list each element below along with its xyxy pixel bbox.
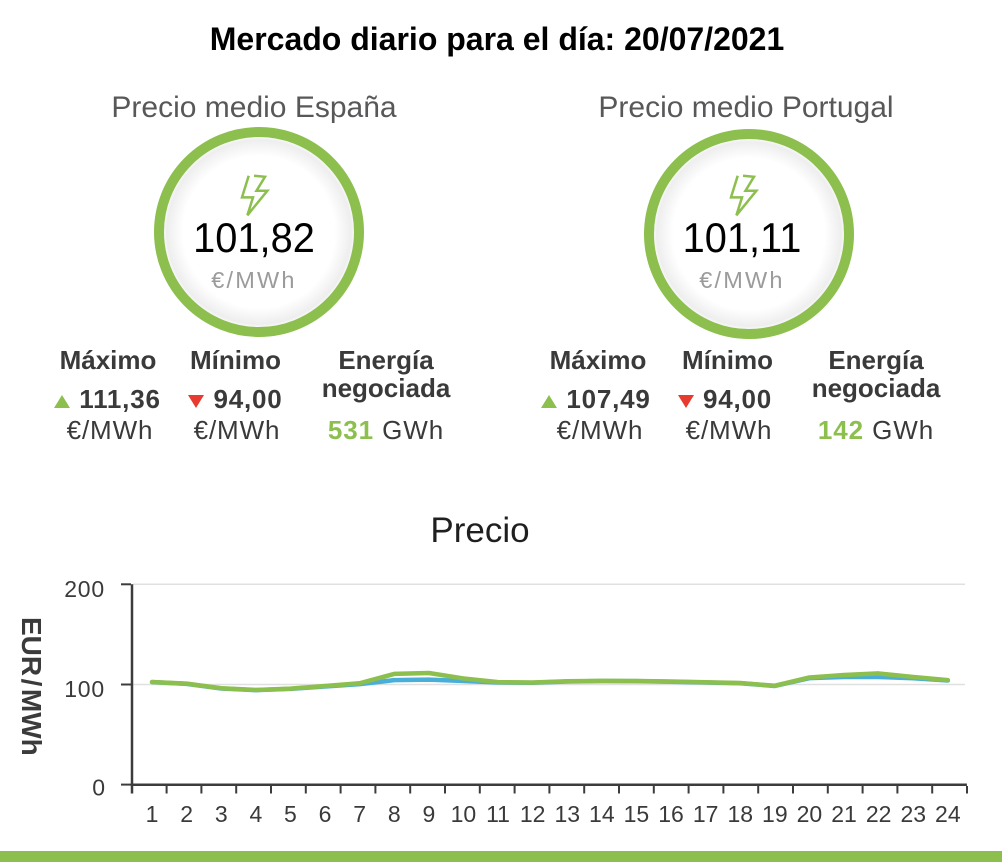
svg-text:2: 2 [180, 801, 193, 827]
svg-text:18: 18 [727, 801, 753, 827]
svg-text:10: 10 [451, 801, 477, 827]
svg-text:5: 5 [284, 801, 297, 827]
svg-text:12: 12 [520, 801, 546, 827]
svg-text:17: 17 [693, 801, 719, 827]
svg-text:14: 14 [589, 801, 615, 827]
svg-text:24: 24 [935, 801, 961, 827]
svg-text:100: 100 [64, 676, 105, 702]
svg-text:4: 4 [249, 801, 262, 827]
svg-text:3: 3 [215, 801, 228, 827]
svg-text:9: 9 [422, 801, 435, 827]
svg-text:19: 19 [762, 801, 788, 827]
svg-text:13: 13 [554, 801, 580, 827]
svg-text:7: 7 [353, 801, 366, 827]
svg-text:8: 8 [388, 801, 401, 827]
svg-text:20: 20 [797, 801, 823, 827]
svg-text:1: 1 [146, 801, 159, 827]
svg-text:16: 16 [658, 801, 684, 827]
svg-text:0: 0 [92, 774, 105, 800]
svg-text:23: 23 [900, 801, 926, 827]
svg-text:6: 6 [319, 801, 332, 827]
svg-text:15: 15 [624, 801, 650, 827]
svg-text:11: 11 [486, 801, 510, 827]
svg-text:22: 22 [866, 801, 892, 827]
svg-text:200: 200 [64, 576, 105, 602]
svg-text:21: 21 [831, 801, 857, 827]
